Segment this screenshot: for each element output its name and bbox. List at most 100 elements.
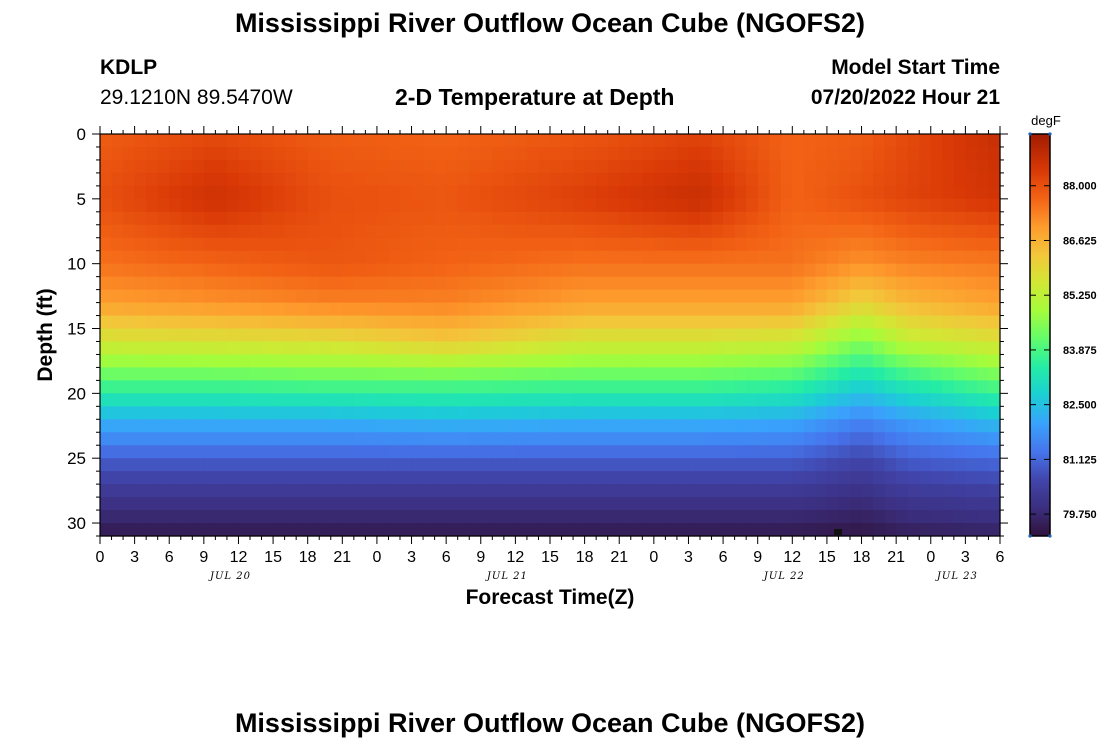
heatmap-cell <box>700 497 713 511</box>
heatmap-cell <box>896 406 909 420</box>
heatmap-cell <box>284 289 297 304</box>
heatmap-cell <box>157 393 170 407</box>
heatmap-cell <box>353 146 366 161</box>
heatmap-cell <box>388 237 401 252</box>
heatmap-cell <box>642 523 655 537</box>
heatmap-cell <box>838 380 851 394</box>
heatmap-cell <box>873 224 886 239</box>
heatmap-cell <box>526 146 540 161</box>
heatmap-cell <box>896 393 909 407</box>
heatmap-cell <box>930 250 943 265</box>
heatmap-cell <box>157 523 170 537</box>
heatmap-cell <box>780 146 793 161</box>
heatmap-cell <box>619 276 632 291</box>
heatmap-cell <box>676 471 690 485</box>
heatmap-cell <box>307 471 320 485</box>
heatmap-cell <box>746 289 759 304</box>
heatmap-cell <box>573 354 586 369</box>
heatmap-cell <box>607 419 620 433</box>
heatmap-cell <box>365 224 378 239</box>
heatmap-cell <box>515 328 528 343</box>
heatmap-cell <box>100 523 113 537</box>
heatmap-cell <box>353 367 366 381</box>
heatmap-cell <box>538 263 551 278</box>
heatmap-cell <box>480 172 493 187</box>
heatmap-cell <box>907 471 920 485</box>
heatmap-cell <box>757 484 770 498</box>
heatmap-cell <box>434 497 447 511</box>
heatmap-cell <box>907 419 920 433</box>
heatmap-cell <box>919 484 932 498</box>
heatmap-cell <box>250 406 263 420</box>
heatmap-cell <box>480 302 493 317</box>
heatmap-cell <box>642 263 655 278</box>
heatmap-cell <box>180 172 193 187</box>
heatmap-cell <box>250 302 263 317</box>
heatmap-cell <box>619 341 632 356</box>
heatmap-cell <box>688 263 701 278</box>
heatmap-cell <box>550 523 563 537</box>
heatmap-cell <box>238 341 251 356</box>
heatmap-cell <box>757 159 770 174</box>
heatmap-cell <box>919 185 932 200</box>
heatmap-cell <box>526 289 540 304</box>
heatmap-cell <box>446 146 459 161</box>
heatmap-cell <box>573 250 586 265</box>
heatmap-cell <box>111 185 124 200</box>
heatmap-cell <box>573 523 586 537</box>
heatmap-cell <box>226 185 240 200</box>
heatmap-cell <box>434 315 447 330</box>
heatmap-cell <box>780 224 793 239</box>
heatmap-cell <box>838 432 851 446</box>
heatmap-cell <box>353 380 366 394</box>
heatmap-cell <box>573 237 586 252</box>
heatmap-cell <box>273 134 286 148</box>
heatmap-cell <box>965 341 978 356</box>
heatmap-cell <box>850 263 863 278</box>
heatmap-cell <box>780 185 793 200</box>
heatmap-cell <box>411 302 424 317</box>
heatmap-cell <box>642 445 655 459</box>
heatmap-cell <box>942 445 955 459</box>
heatmap-cell <box>146 185 159 200</box>
heatmap-cell <box>492 523 505 537</box>
heatmap-cell <box>446 432 459 446</box>
heatmap-cell <box>907 198 920 213</box>
heatmap-cell <box>942 134 955 148</box>
heatmap-cell <box>538 134 551 148</box>
heatmap-cell <box>746 146 759 161</box>
heatmap-cell <box>296 393 309 407</box>
heatmap-cell <box>584 432 597 446</box>
heatmap-cell <box>215 458 228 472</box>
heatmap-cell <box>953 380 966 394</box>
heatmap-cell <box>446 419 459 433</box>
heatmap-cell <box>653 458 666 472</box>
heatmap-cell <box>665 315 678 330</box>
heatmap-cell <box>307 172 320 187</box>
heatmap-cell <box>988 263 1001 278</box>
heatmap-cell <box>815 224 828 239</box>
heatmap-cell <box>203 250 216 265</box>
heatmap-cell <box>653 393 666 407</box>
heatmap-cell <box>953 289 966 304</box>
heatmap-cell <box>711 471 724 485</box>
heatmap-cell <box>423 211 436 226</box>
heatmap-cell <box>746 276 759 291</box>
heatmap-cell <box>192 198 205 213</box>
heatmap-cell <box>180 471 193 485</box>
heatmap-cell <box>953 328 966 343</box>
heatmap-cell <box>746 237 759 252</box>
heatmap-cell <box>273 198 286 213</box>
heatmap-cell <box>388 406 401 420</box>
heatmap-cell <box>469 367 482 381</box>
heatmap-cell <box>284 393 297 407</box>
heatmap-cell <box>930 432 943 446</box>
heatmap-cell <box>896 134 909 148</box>
heatmap-cell <box>538 211 551 226</box>
heatmap-cell <box>584 276 597 291</box>
heatmap-cell <box>411 263 424 278</box>
heatmap-cell <box>123 354 136 369</box>
heatmap-cell <box>896 380 909 394</box>
heatmap-cell <box>850 172 863 187</box>
heatmap-cell <box>111 471 124 485</box>
